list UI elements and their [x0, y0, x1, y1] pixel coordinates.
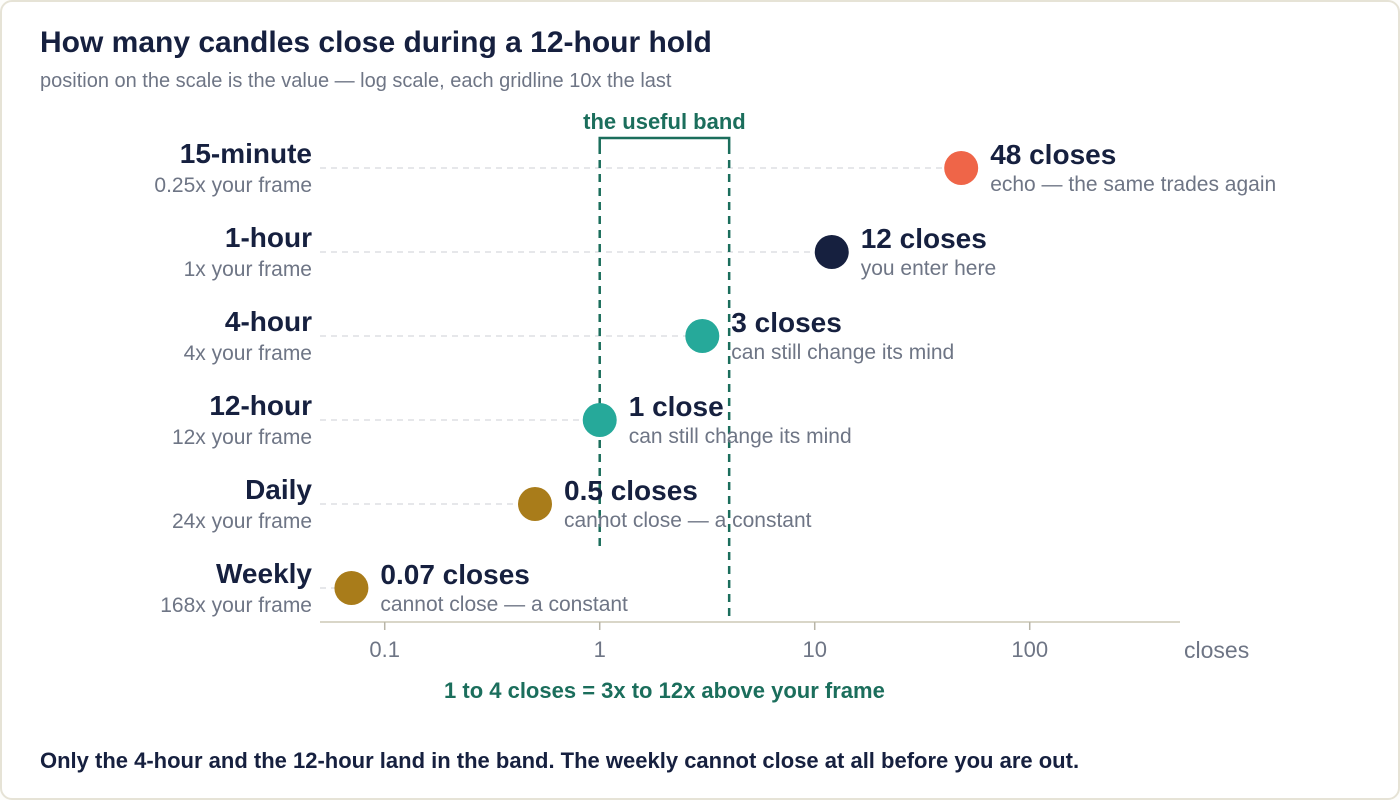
data-point	[944, 151, 979, 185]
data-point	[334, 571, 369, 605]
row-name: Daily	[245, 474, 312, 505]
data-label: 1 close	[629, 391, 724, 422]
data-point	[685, 319, 720, 353]
data-label: 48 closes	[990, 139, 1116, 170]
data-note: can still change its mind	[629, 425, 852, 448]
x-axis-label: closes	[1184, 637, 1249, 663]
x-tick-label: 0.1	[369, 637, 400, 662]
chart-footnote: Only the 4-hour and the 12-hour land in …	[40, 748, 1080, 773]
row-multiple: 24x your frame	[172, 510, 312, 533]
data-point	[814, 235, 849, 269]
data-label: 12 closes	[861, 223, 987, 254]
band-title: the useful band	[583, 109, 746, 134]
chart-title: How many candles close during a 12-hour …	[40, 26, 712, 59]
row-name: Weekly	[216, 558, 312, 589]
data-note: echo — the same trades again	[990, 173, 1276, 196]
row-name: 15-minute	[180, 138, 312, 169]
row-multiple: 4x your frame	[184, 342, 312, 365]
data-label: 3 closes	[731, 307, 842, 338]
row-multiple: 12x your frame	[172, 426, 312, 449]
row-name: 12-hour	[209, 390, 312, 421]
row-multiple: 168x your frame	[160, 594, 312, 617]
band-bracket	[598, 136, 731, 146]
x-tick-label: 10	[802, 637, 826, 662]
data-note: cannot close — a constant	[380, 593, 628, 616]
data-point	[582, 403, 617, 437]
row-multiple: 1x your frame	[184, 258, 312, 281]
data-label: 0.5 closes	[564, 475, 698, 506]
x-tick-label: 1	[594, 637, 606, 662]
data-note: you enter here	[861, 257, 996, 280]
data-note: can still change its mind	[731, 341, 954, 364]
x-tick-label: 100	[1011, 637, 1048, 662]
row-name: 4-hour	[225, 306, 312, 337]
chart-subtitle: position on the scale is the value — log…	[40, 70, 672, 92]
data-label: 0.07 closes	[380, 559, 529, 590]
band-caption: 1 to 4 closes = 3x to 12x above your fra…	[444, 678, 885, 703]
row-name: 1-hour	[225, 222, 312, 253]
data-note: cannot close — a constant	[564, 509, 812, 532]
data-point	[518, 487, 552, 521]
row-multiple: 0.25x your frame	[154, 174, 312, 197]
